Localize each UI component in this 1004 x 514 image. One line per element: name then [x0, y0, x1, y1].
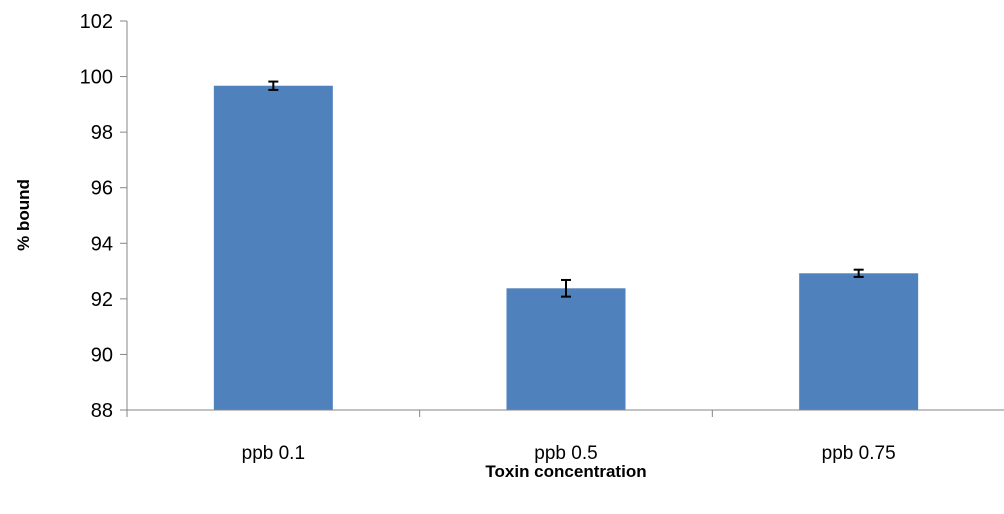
error-bar — [268, 80, 279, 91]
y-tick-label: 90 — [91, 344, 113, 366]
x-tick-label: ppb 0.1 — [242, 443, 305, 464]
x-axis-title: Toxin concentration — [485, 462, 646, 481]
y-axis-title: % bound — [14, 179, 33, 251]
bar — [799, 273, 919, 410]
chart-marks — [213, 80, 919, 410]
error-bar — [853, 268, 864, 278]
y-tick-label: 100 — [80, 67, 113, 89]
y-tick-label: 96 — [91, 178, 113, 200]
chart-axes — [126, 21, 1004, 411]
bar — [213, 85, 333, 410]
bar — [506, 288, 626, 410]
y-ticks: 88 90 92 94 96 98 100 102 — [80, 11, 127, 422]
y-tick-label: 102 — [80, 11, 113, 33]
x-ticks: ppb 0.1 ppb 0.5 ppb 0.75 — [126, 410, 896, 464]
x-tick-label: ppb 0.5 — [534, 443, 597, 464]
x-tick-label: ppb 0.75 — [822, 443, 896, 464]
y-tick-label: 94 — [91, 233, 113, 255]
y-tick-label: 92 — [91, 289, 113, 311]
y-tick-label: 88 — [91, 400, 113, 422]
y-tick-label: 98 — [91, 122, 113, 144]
error-bar — [561, 278, 571, 298]
